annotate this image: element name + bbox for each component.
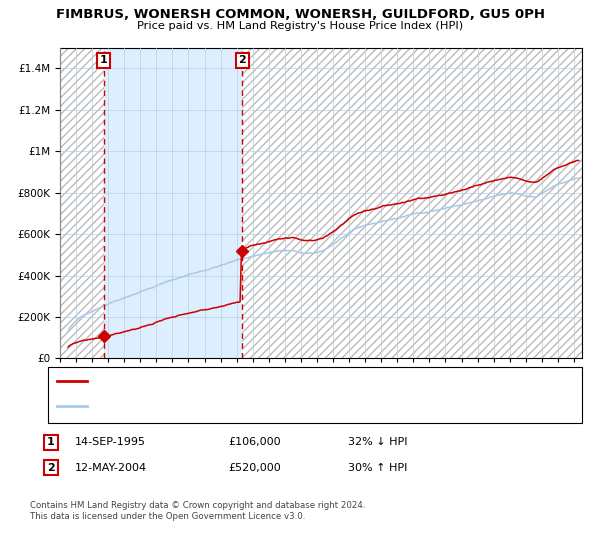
Text: Price paid vs. HM Land Registry's House Price Index (HPI): Price paid vs. HM Land Registry's House … bbox=[137, 21, 463, 31]
Text: 32% ↓ HPI: 32% ↓ HPI bbox=[348, 437, 407, 447]
Text: HPI: Average price, detached house, Waverley: HPI: Average price, detached house, Wave… bbox=[93, 401, 319, 411]
Text: £106,000: £106,000 bbox=[228, 437, 281, 447]
Text: 1: 1 bbox=[47, 437, 55, 447]
Bar bbox=[242, 48, 582, 358]
Text: 30% ↑ HPI: 30% ↑ HPI bbox=[348, 463, 407, 473]
Bar bbox=[60, 48, 104, 358]
Text: £520,000: £520,000 bbox=[228, 463, 281, 473]
Text: FIMBRUS, WONERSH COMMON, WONERSH, GUILDFORD, GU5 0PH: FIMBRUS, WONERSH COMMON, WONERSH, GUILDF… bbox=[56, 8, 545, 21]
Text: 14-SEP-1995: 14-SEP-1995 bbox=[75, 437, 146, 447]
Text: FIMBRUS, WONERSH COMMON, WONERSH, GUILDFORD, GU5 0PH (detached house): FIMBRUS, WONERSH COMMON, WONERSH, GUILDF… bbox=[93, 376, 505, 386]
Text: 1: 1 bbox=[100, 55, 107, 66]
Bar bbox=[104, 48, 242, 358]
Text: 2: 2 bbox=[47, 463, 55, 473]
Text: Contains HM Land Registry data © Crown copyright and database right 2024.
This d: Contains HM Land Registry data © Crown c… bbox=[30, 501, 365, 521]
Text: 2: 2 bbox=[239, 55, 247, 66]
Text: 12-MAY-2004: 12-MAY-2004 bbox=[75, 463, 147, 473]
